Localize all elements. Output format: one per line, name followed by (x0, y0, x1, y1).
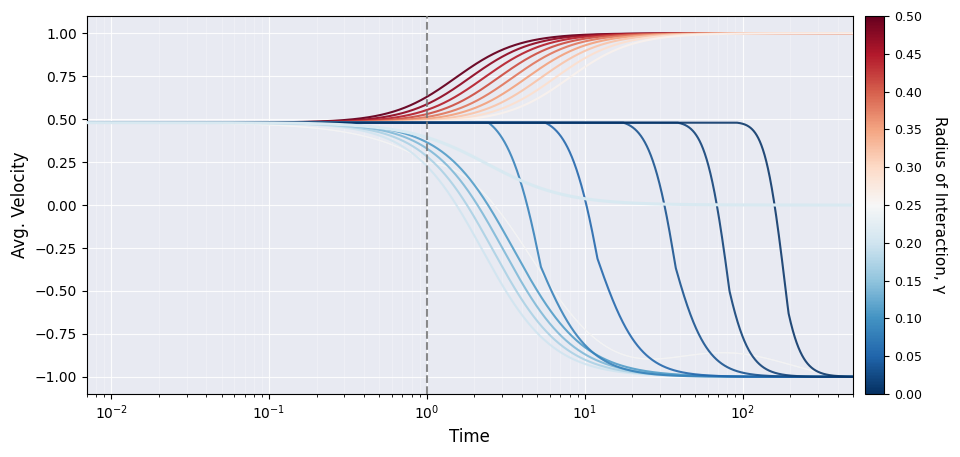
X-axis label: Time: Time (449, 428, 491, 446)
Y-axis label: Radius of Interaction, γ: Radius of Interaction, γ (932, 116, 947, 294)
Y-axis label: Avg. Velocity: Avg. Velocity (12, 152, 29, 258)
